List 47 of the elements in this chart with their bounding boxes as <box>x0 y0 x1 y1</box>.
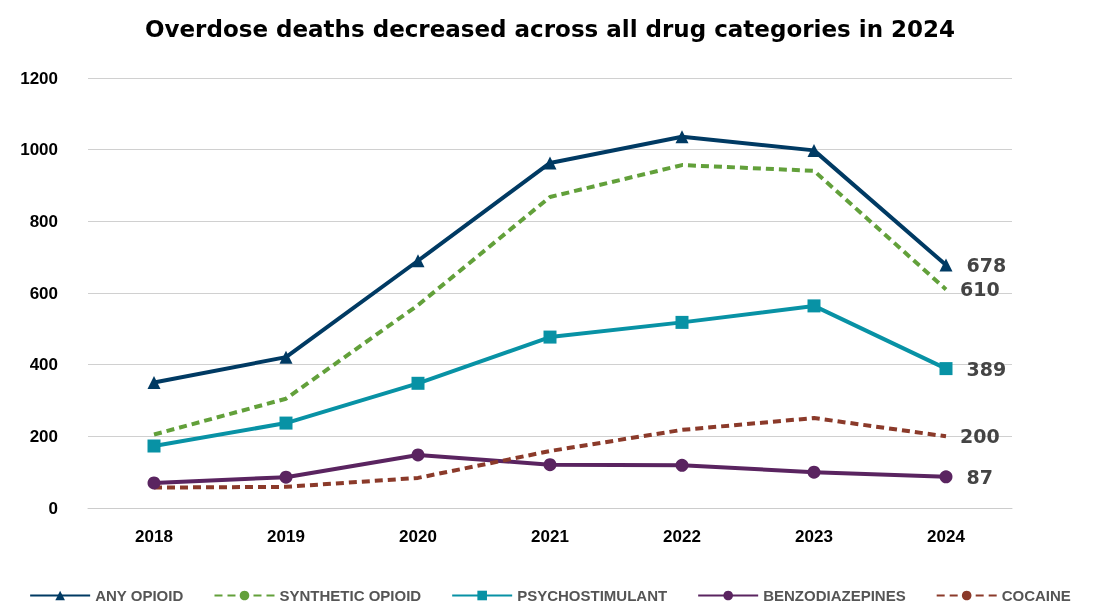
x-tick-label: 2018 <box>135 527 173 546</box>
y-tick-label: 600 <box>29 283 58 303</box>
data-label: 678 <box>966 254 1007 277</box>
x-tick-label: 2019 <box>267 527 305 546</box>
point <box>411 448 425 462</box>
x-tick-label: 2020 <box>399 527 437 546</box>
point <box>939 362 953 376</box>
point <box>543 330 557 344</box>
x-tick-label: 2021 <box>531 527 569 546</box>
y-tick-label: 1000 <box>20 140 58 160</box>
point <box>543 458 557 472</box>
point <box>279 470 293 484</box>
point <box>411 254 425 268</box>
data-label: 87 <box>966 465 993 488</box>
data-label: 610 <box>960 278 1000 301</box>
point <box>279 350 293 364</box>
point <box>939 258 953 272</box>
data-label: 389 <box>966 357 1007 380</box>
x-tick-label: 2023 <box>795 527 833 546</box>
point <box>147 376 161 390</box>
y-tick-label: 0 <box>48 498 58 518</box>
point <box>675 315 689 329</box>
point <box>411 376 425 390</box>
data-label: 200 <box>960 425 1000 448</box>
legend-label: BENZODIAZEPINES <box>763 587 906 604</box>
legend-label: SYNTHETIC OPIOID <box>279 587 422 604</box>
y-tick-label: 800 <box>29 211 58 231</box>
y-tick-label: 1200 <box>20 68 58 88</box>
chart-title: Overdose deaths decreased across all drug categories in 2024 <box>144 15 956 42</box>
point <box>675 130 689 144</box>
legend-label: ANY OPIOID <box>95 587 184 604</box>
point <box>807 299 821 313</box>
x-tick-label: 2022 <box>663 527 701 546</box>
point <box>807 465 821 479</box>
x-tick-label: 2024 <box>927 527 966 546</box>
line-series <box>152 163 948 437</box>
point <box>807 143 821 157</box>
point <box>675 458 689 472</box>
legend-label: PSYCHOSTIMULANT <box>517 587 668 604</box>
point <box>147 476 161 490</box>
point <box>279 416 293 430</box>
point <box>543 156 557 170</box>
point <box>939 470 953 484</box>
y-tick-label: 400 <box>29 355 58 375</box>
legend-label: COCAINE <box>1001 587 1071 604</box>
point <box>147 439 161 453</box>
y-tick-label: 200 <box>29 426 58 446</box>
